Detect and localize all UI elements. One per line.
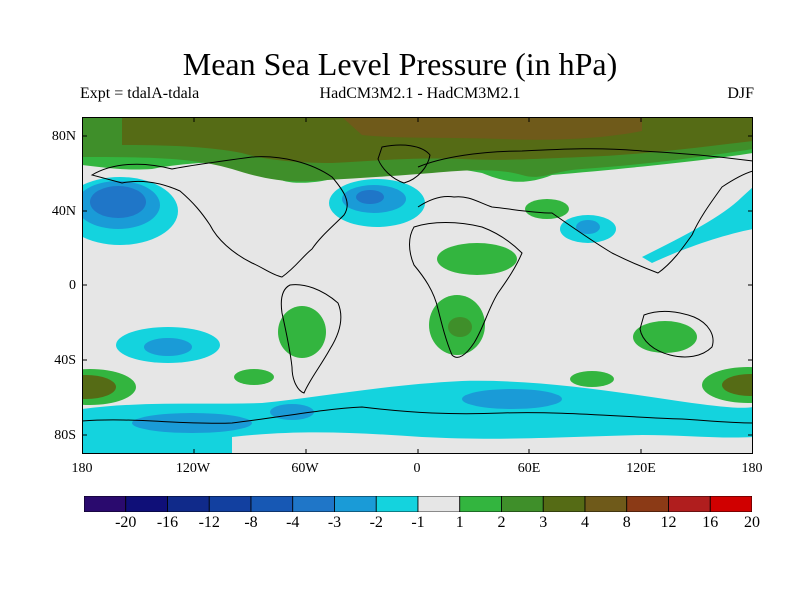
north-atlantic-low-inner	[356, 190, 384, 204]
colorbar-label: 12	[660, 514, 677, 531]
south-america-positive	[278, 306, 326, 358]
colorbar-swatch	[668, 496, 711, 512]
south-america-outline	[280, 284, 342, 394]
antarctica-outline	[82, 406, 753, 424]
colorbar-label: 2	[497, 514, 506, 531]
colorbar-label: 8	[622, 514, 631, 531]
west-pacific-negative-band	[642, 187, 753, 263]
colorbar-label: 1	[455, 514, 464, 531]
colorbar	[84, 496, 752, 512]
colorbar-swatch	[542, 496, 586, 512]
map-ticks	[82, 117, 753, 454]
colorbar-swatch	[167, 496, 210, 512]
south-pacific-positive	[234, 369, 274, 385]
eurasia-outline	[417, 148, 753, 274]
map-title: Mean Sea Level Pressure (in hPa)	[182, 46, 618, 82]
north-america-outline	[90, 156, 348, 278]
lon-label-120w: 120W	[175, 461, 211, 476]
colorbar-label: -2	[369, 514, 383, 531]
colorbar-label: 20	[744, 514, 760, 531]
colorbar-label: -16	[156, 514, 179, 531]
colorbar-label: 3	[539, 514, 548, 531]
antarctic-light-patches	[232, 432, 753, 454]
lon-label-0: 0	[413, 461, 421, 476]
lon-label-60w: 60W	[291, 461, 319, 476]
colorbar-swatch	[208, 496, 252, 512]
arctic-brown-core	[342, 117, 642, 140]
southern-ocean-east-core	[722, 374, 753, 396]
lat-label-80s: 80S	[54, 428, 76, 443]
greenland-outline	[377, 144, 431, 184]
colorbar-swatch	[459, 496, 502, 512]
mediterranean-positive	[525, 199, 569, 219]
colorbar-label: 4	[581, 514, 589, 531]
colorbar-label: -3	[327, 514, 342, 531]
south-indian-positive	[570, 371, 614, 387]
colorbar-swatch	[250, 496, 294, 512]
australia-outline	[639, 310, 714, 358]
colorbar-swatch	[626, 496, 669, 512]
lon-label-120e: 120E	[626, 461, 656, 476]
lat-label-eq: 0	[69, 278, 76, 293]
colorbar-label: -4	[286, 514, 300, 531]
colorbar-label: 16	[702, 514, 719, 531]
colorbar-swatch	[417, 496, 461, 512]
central-asia-low-inner	[576, 220, 600, 234]
lat-label-40n: 40N	[51, 204, 76, 219]
north-pacific-low-inner	[90, 186, 146, 218]
lon-label-60e: 60E	[517, 461, 541, 476]
colorbar-swatch	[584, 496, 628, 512]
colorbar-label: -8	[244, 514, 258, 531]
antarctic-weddell-low	[462, 389, 562, 409]
north-africa-positive	[437, 243, 517, 275]
colorbar-swatch	[125, 496, 168, 512]
colorbar-label: -1	[411, 514, 425, 531]
lon-label-180w: 180	[71, 461, 93, 476]
colorbar-swatch	[709, 496, 752, 512]
colorbar-swatch	[375, 496, 419, 512]
southern-africa-core	[448, 317, 472, 337]
colorbar-swatch	[292, 496, 335, 512]
colorbar-swatch	[84, 496, 127, 512]
season-label: DJF	[727, 85, 754, 102]
pressure-map	[82, 117, 753, 454]
lat-label-40s: 40S	[54, 353, 76, 368]
lon-label-180e: 180	[741, 461, 763, 476]
continent-outlines	[82, 144, 753, 424]
lat-label-80n: 80N	[51, 129, 76, 144]
colorbar-swatch	[334, 496, 377, 512]
colorbar-label: -20	[115, 514, 137, 531]
colorbar-swatch	[501, 496, 544, 512]
colorbar-label: -12	[198, 514, 220, 531]
africa-outline	[409, 222, 523, 358]
southern-ocean-west-core	[82, 375, 116, 399]
antarctic-bellingshausen-low	[270, 404, 314, 420]
south-pacific-low-inner	[144, 338, 192, 356]
model-label: HadCM3M2.1 - HadCM3M2.1	[319, 85, 521, 102]
experiment-label: Expt = tdalA-tdala	[80, 85, 200, 102]
